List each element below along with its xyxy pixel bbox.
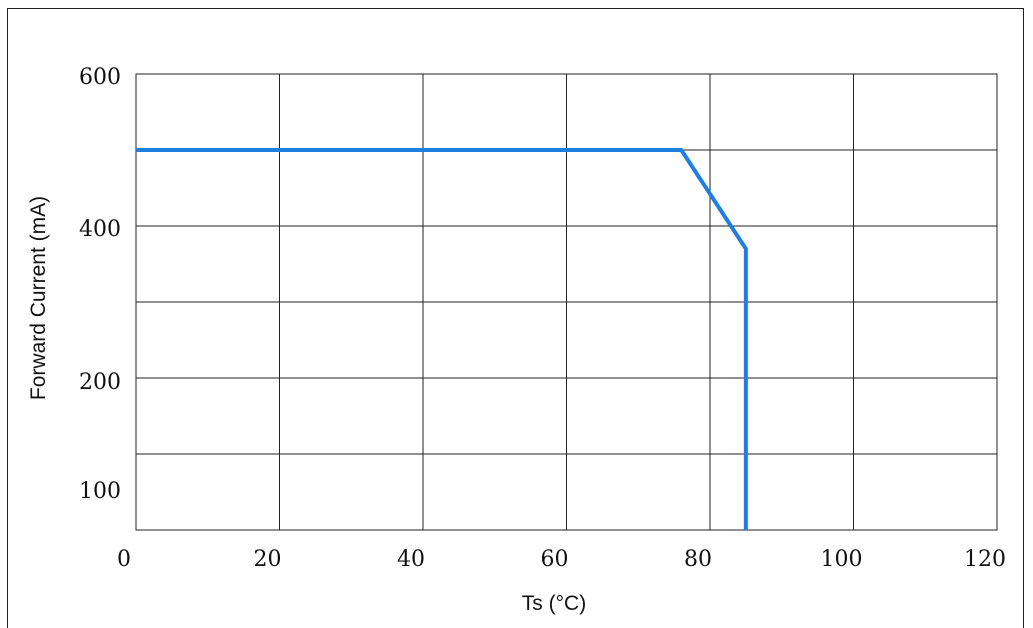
x-tick-label: 40 xyxy=(397,547,425,572)
x-tick-label: 80 xyxy=(684,547,712,572)
y-tick-labels: 600 400 200 100 xyxy=(79,65,121,504)
x-tick-labels: 0 20 40 60 80 100 120 xyxy=(117,547,1006,572)
x-tick-label: 20 xyxy=(254,547,282,572)
grid xyxy=(135,73,998,531)
y-tick-label: 600 xyxy=(79,65,121,90)
x-axis-label: Ts (°C) xyxy=(522,592,586,615)
x-tick-label: 120 xyxy=(964,547,1006,572)
y-tick-label: 100 xyxy=(79,479,121,504)
series-layer xyxy=(136,148,748,530)
y-tick-label: 400 xyxy=(79,217,121,242)
x-tick-label: 100 xyxy=(821,547,863,572)
x-tick-label: 0 xyxy=(117,547,131,572)
series-line xyxy=(136,148,748,530)
chart-frame xyxy=(7,8,1024,628)
y-axis-label: Forward Current (mA) xyxy=(27,196,50,400)
x-tick-label: 60 xyxy=(541,547,569,572)
y-tick-label: 200 xyxy=(79,370,121,395)
